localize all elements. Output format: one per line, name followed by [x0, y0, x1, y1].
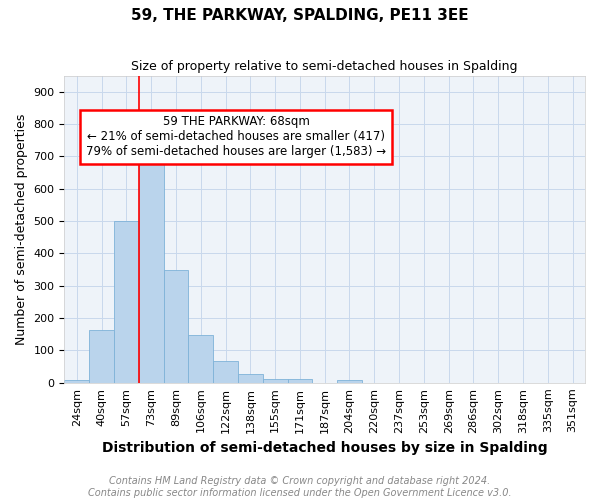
Bar — [188, 336, 213, 383]
Bar — [139, 152, 164, 383]
Y-axis label: Number of semi-detached properties: Number of semi-detached properties — [15, 114, 28, 345]
Bar — [114, 221, 139, 383]
Text: Contains HM Land Registry data © Crown copyright and database right 2024.
Contai: Contains HM Land Registry data © Crown c… — [88, 476, 512, 498]
Bar — [64, 380, 89, 383]
Bar — [164, 270, 188, 383]
Text: 59 THE PARKWAY: 68sqm
← 21% of semi-detached houses are smaller (417)
79% of sem: 59 THE PARKWAY: 68sqm ← 21% of semi-deta… — [86, 116, 386, 158]
Bar — [213, 361, 238, 383]
Bar — [337, 380, 362, 383]
X-axis label: Distribution of semi-detached houses by size in Spalding: Distribution of semi-detached houses by … — [102, 441, 548, 455]
Text: 59, THE PARKWAY, SPALDING, PE11 3EE: 59, THE PARKWAY, SPALDING, PE11 3EE — [131, 8, 469, 22]
Bar — [238, 374, 263, 383]
Title: Size of property relative to semi-detached houses in Spalding: Size of property relative to semi-detach… — [131, 60, 518, 73]
Bar — [89, 330, 114, 383]
Bar — [287, 378, 313, 383]
Bar — [263, 378, 287, 383]
